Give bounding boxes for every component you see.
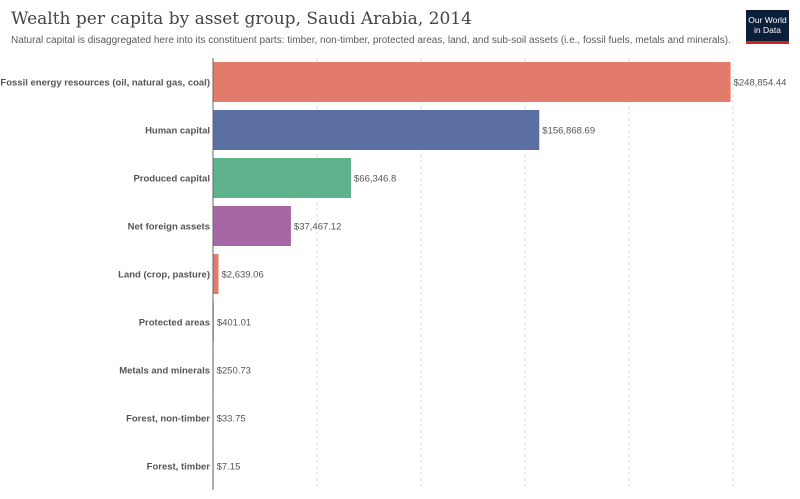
logo-line-2: in Data [754,25,781,35]
bar-1 [213,110,540,150]
value-label-2: $66,346.8 [354,174,396,185]
category-label-8: Forest, timber [147,462,211,473]
bar-4 [213,254,219,294]
category-label-4: Land (crop, pasture) [118,270,210,281]
owid-logo[interactable]: Our World in Data [746,10,789,44]
category-label-3: Net foreign assets [128,222,210,233]
category-label-7: Forest, non-timber [126,414,210,425]
bar-3 [213,206,291,246]
category-label-2: Produced capital [133,174,210,185]
chart-title: Wealth per capita by asset group, Saudi … [11,9,472,29]
bar-2 [213,158,352,198]
category-label-5: Protected areas [139,318,210,329]
value-label-0: $248,854.44 [734,78,787,89]
logo-line-1: Our World [748,15,787,25]
logo-accent-bar [746,41,789,44]
bar-0 [213,62,731,102]
category-label-6: Metals and minerals [119,366,210,377]
value-label-7: $33.75 [217,414,246,425]
value-label-1: $156,868.69 [542,126,595,137]
value-label-4: $2,639.06 [221,270,263,281]
value-label-3: $37,467.12 [294,222,342,233]
category-label-0: Fossil energy resources (oil, natural ga… [0,78,210,89]
value-label-8: $7.15 [217,462,241,473]
chart-subtitle: Natural capital is disaggregated here in… [11,35,731,46]
value-label-6: $250.73 [217,366,251,377]
value-label-5: $401.01 [217,318,251,329]
category-label-1: Human capital [145,126,210,137]
